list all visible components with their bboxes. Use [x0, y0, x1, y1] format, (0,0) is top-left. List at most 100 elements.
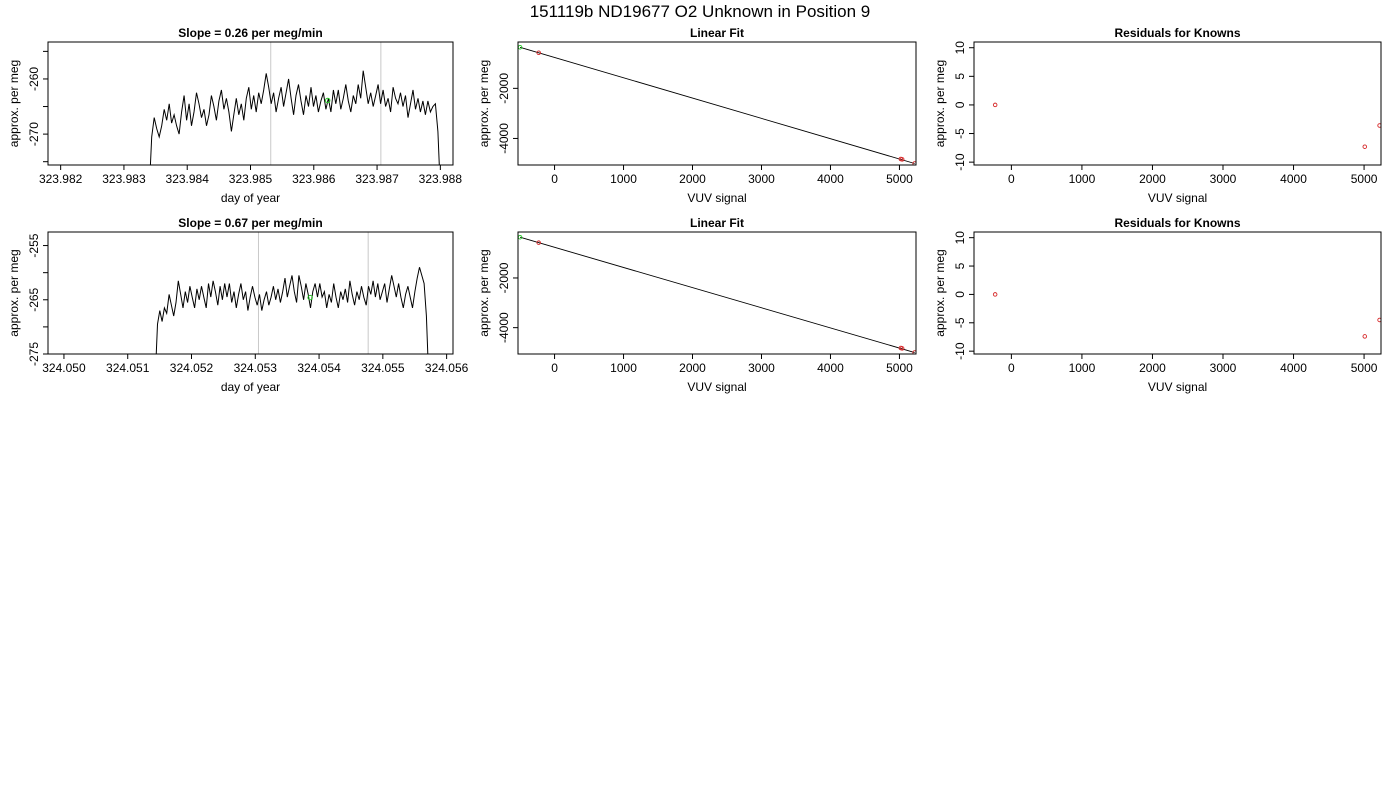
- x-tick-label: 324.051: [106, 361, 150, 375]
- plot-area: [992, 292, 1381, 339]
- x-tick-label: 1000: [610, 361, 637, 375]
- y-tick-label: 10: [953, 231, 967, 245]
- x-tick-label: 2000: [1139, 172, 1166, 186]
- plot-frame: [47, 41, 454, 166]
- panel-trace2: Slope = 0.67 per meg/min day of year appro…: [7, 216, 469, 394]
- y-tick-label: -10: [953, 153, 967, 171]
- x-tick-label: 324.055: [361, 361, 405, 375]
- x-axis-label: VUV signal: [687, 380, 746, 394]
- y-axis-label: approx. per meg: [933, 249, 947, 336]
- panel-title: Residuals for Knowns: [1114, 216, 1240, 230]
- x-tick-label: 323.982: [39, 172, 83, 186]
- x-tick-label: 323.988: [419, 172, 463, 186]
- known-point: [992, 102, 998, 108]
- known-point: [899, 346, 905, 351]
- y-axis-label: approx. per meg: [7, 249, 21, 336]
- x-tick-label: 5000: [886, 172, 913, 186]
- known-point: [912, 161, 916, 165]
- x-tick-label: 3000: [1210, 361, 1237, 375]
- plot-area: [992, 102, 1381, 149]
- page-title: 151119b ND19677 O2 Unknown in Position 9: [530, 2, 871, 21]
- y-axis-label: approx. per meg: [7, 60, 21, 147]
- y-tick-label: 10: [953, 41, 967, 55]
- known-point: [536, 240, 541, 245]
- x-tick-label: 323.984: [166, 172, 210, 186]
- x-tick-label: 3000: [748, 361, 775, 375]
- panel-resid1: Residuals for Knowns VUV signal approx. pe…: [933, 26, 1382, 205]
- plot-frame: [517, 41, 917, 166]
- x-axis-label: VUV signal: [687, 191, 746, 205]
- plot-area: [518, 45, 916, 165]
- x-tick-label: 324.054: [297, 361, 341, 375]
- panel-fit1: Linear Fit VUV signal approx. per meg 0 1000…: [477, 26, 917, 205]
- panel-title: Linear Fit: [690, 26, 744, 40]
- x-axis-label: VUV signal: [1148, 191, 1207, 205]
- panel-trace1: Slope = 0.26 per meg/min day of year appro…: [7, 26, 462, 205]
- x-tick-label: 5000: [1351, 172, 1378, 186]
- known-point: [1362, 334, 1368, 339]
- x-tick-label: 4000: [1280, 361, 1307, 375]
- y-tick-label: -260: [27, 67, 41, 91]
- trace-line: [149, 70, 440, 165]
- trace-line: [155, 267, 429, 354]
- y-tick-label: -255: [27, 233, 41, 257]
- plot-area: [518, 234, 916, 354]
- y-tick-label: -5: [953, 317, 967, 328]
- x-tick-label: 4000: [817, 172, 844, 186]
- panel-title: Residuals for Knowns: [1114, 26, 1240, 40]
- known-point: [536, 50, 541, 56]
- x-tick-label: 4000: [817, 361, 844, 375]
- x-tick-label: 1000: [1069, 361, 1096, 375]
- y-tick-label: -10: [953, 342, 967, 360]
- known-point: [1377, 317, 1381, 323]
- x-tick-label: 3000: [1210, 172, 1237, 186]
- x-tick-label: 3000: [748, 172, 775, 186]
- y-tick-label: -4000: [497, 123, 511, 154]
- known-point: [1362, 144, 1368, 149]
- y-axis-label: approx. per meg: [477, 249, 491, 336]
- y-tick-label: 0: [953, 101, 967, 108]
- x-tick-label: 2000: [1139, 361, 1166, 375]
- x-tick-label: 0: [551, 361, 558, 375]
- y-tick-label: -2000: [497, 262, 511, 293]
- x-tick-label: 2000: [679, 172, 706, 186]
- x-axis-label: VUV signal: [1148, 380, 1207, 394]
- fit-line: [519, 236, 915, 353]
- y-axis-label: approx. per meg: [933, 60, 947, 147]
- known-point: [992, 292, 998, 297]
- x-tick-label: 5000: [1351, 361, 1378, 375]
- x-tick-label: 324.050: [42, 361, 86, 375]
- x-tick-label: 2000: [679, 361, 706, 375]
- plot-area: [149, 42, 440, 165]
- y-tick-label: -270: [27, 122, 41, 146]
- x-tick-label: 323.985: [229, 172, 273, 186]
- x-axis-label: day of year: [221, 380, 280, 394]
- panel-resid2: Residuals for Knowns VUV signal approx. pe…: [933, 216, 1382, 394]
- plot-frame: [47, 231, 454, 355]
- x-tick-label: 1000: [610, 172, 637, 186]
- x-tick-label: 323.987: [355, 172, 399, 186]
- unknown-marker: [307, 294, 313, 301]
- y-tick-label: -275: [27, 342, 41, 366]
- y-tick-label: -4000: [497, 312, 511, 343]
- x-tick-label: 0: [1008, 172, 1015, 186]
- y-tick-label: 5: [953, 262, 967, 269]
- y-tick-label: 5: [953, 73, 967, 80]
- panel-title: Slope = 0.26 per meg/min: [178, 26, 322, 40]
- x-tick-label: 0: [551, 172, 558, 186]
- y-tick-label: 0: [953, 291, 967, 298]
- fit-line: [519, 46, 915, 164]
- known-point: [912, 350, 916, 354]
- x-tick-label: 1000: [1069, 172, 1096, 186]
- x-tick-label: 323.983: [102, 172, 146, 186]
- panel-grid: Slope = 0.26 per meg/min day of year appro…: [7, 26, 1382, 394]
- y-axis-label: approx. per meg: [477, 60, 491, 147]
- x-tick-label: 324.056: [425, 361, 469, 375]
- y-tick-label: -265: [27, 287, 41, 311]
- x-tick-label: 0: [1008, 361, 1015, 375]
- x-tick-label: 324.052: [170, 361, 214, 375]
- x-tick-label: 324.053: [234, 361, 278, 375]
- known-point: [1377, 123, 1381, 128]
- x-axis-label: day of year: [221, 191, 280, 205]
- y-tick-label: -5: [953, 128, 967, 139]
